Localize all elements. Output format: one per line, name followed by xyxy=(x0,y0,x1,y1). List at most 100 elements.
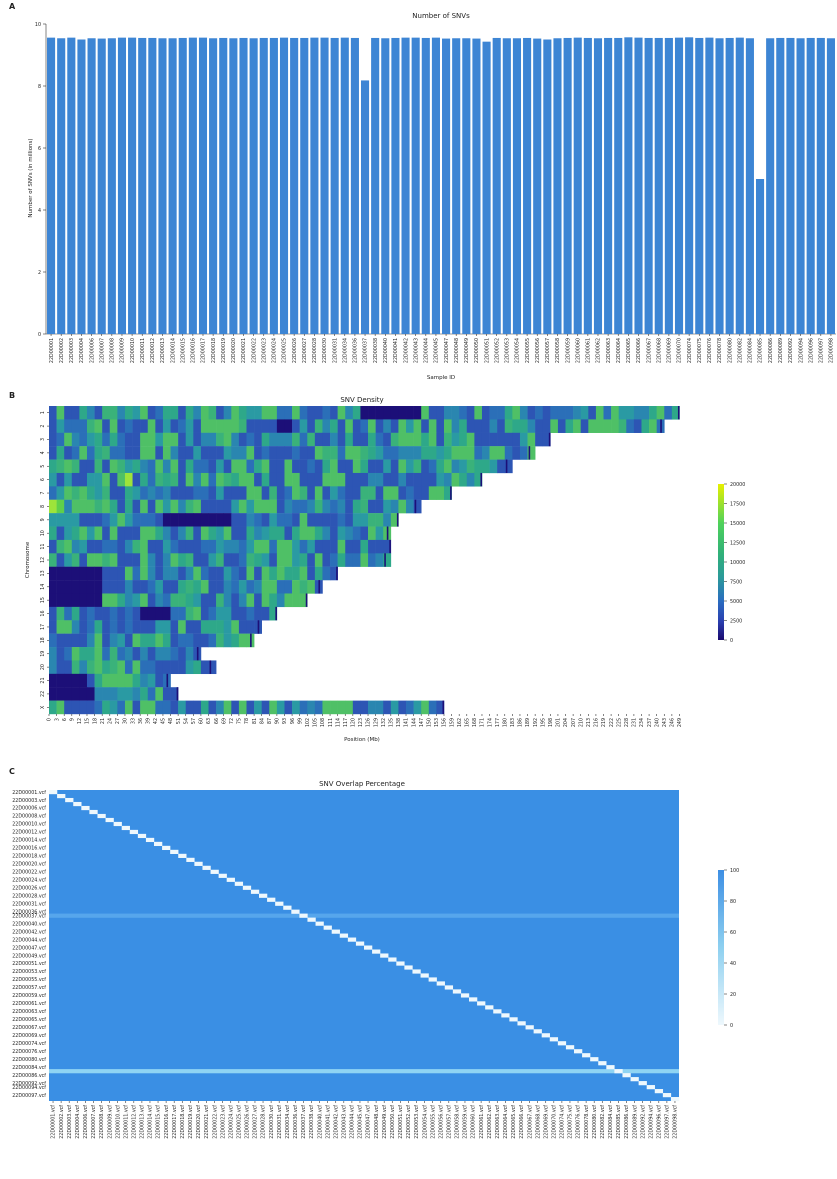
density-cell xyxy=(162,700,171,715)
x-tick-label: 129 xyxy=(373,718,379,727)
density-cell xyxy=(299,406,308,420)
density-cell xyxy=(299,700,308,715)
density-cell xyxy=(580,406,589,420)
density-cell xyxy=(124,593,133,608)
density-cell xyxy=(102,459,111,474)
density-cell xyxy=(276,566,285,581)
density-cell xyxy=(360,700,369,715)
density-cell xyxy=(124,406,133,420)
col-label: 22D00098.vcf xyxy=(673,1105,679,1139)
col-label: 22D00010.vcf xyxy=(115,1105,121,1139)
density-row-end xyxy=(548,432,551,447)
density-cell xyxy=(56,633,65,648)
density-cell xyxy=(140,553,149,567)
density-cell xyxy=(360,446,369,460)
density-cell xyxy=(216,526,225,541)
density-cell xyxy=(193,700,202,715)
density-cell xyxy=(162,406,171,420)
density-cell xyxy=(223,513,232,527)
density-cell xyxy=(307,472,316,487)
density-cell xyxy=(254,499,262,514)
density-cell xyxy=(155,606,164,621)
overlap-diagonal-cell xyxy=(509,1017,518,1022)
density-cell xyxy=(406,486,414,500)
chromosome-label: 5 xyxy=(40,465,46,468)
density-cell xyxy=(459,446,468,460)
density-cell xyxy=(223,566,232,581)
col-label: 22D00027.vcf xyxy=(253,1105,259,1139)
overlap-diagonal-cell xyxy=(307,917,316,922)
density-cell xyxy=(200,580,209,594)
bar-22D00070 xyxy=(674,37,684,334)
density-cell xyxy=(117,673,126,688)
density-cell xyxy=(86,687,95,701)
density-cell xyxy=(216,472,225,487)
density-cell xyxy=(109,660,118,675)
density-cell xyxy=(147,499,156,514)
density-cell xyxy=(71,499,80,514)
density-cell xyxy=(504,419,513,433)
density-cell xyxy=(71,526,80,541)
density-cell xyxy=(246,406,255,420)
density-cell xyxy=(193,580,202,594)
density-cell xyxy=(443,446,452,460)
density-cell xyxy=(383,499,392,514)
density-cell xyxy=(56,419,65,433)
density-cell xyxy=(124,472,133,487)
density-cell xyxy=(117,513,126,527)
density-cell xyxy=(451,406,460,420)
density-cell xyxy=(618,419,627,433)
density-cell xyxy=(117,620,126,634)
col-label: 22D00068.vcf xyxy=(535,1105,541,1139)
density-cell xyxy=(413,486,422,500)
density-cell xyxy=(94,472,103,487)
overlap-diagonal-cell xyxy=(614,1069,623,1074)
col-label: 22D00021.vcf xyxy=(204,1105,210,1139)
density-row-end xyxy=(442,700,445,714)
density-cell xyxy=(276,459,285,474)
x-tick-label: 22D00065 xyxy=(626,338,632,363)
density-cell xyxy=(109,687,118,701)
density-cell xyxy=(147,472,156,487)
density-cell xyxy=(178,486,187,500)
density-cell xyxy=(398,700,407,715)
density-cell xyxy=(49,660,57,675)
density-cell xyxy=(86,606,95,621)
density-cell xyxy=(185,486,194,500)
col-label: 22D00086.vcf xyxy=(624,1105,630,1139)
bar-22D00018 xyxy=(209,38,218,334)
density-cell xyxy=(307,700,316,715)
col-label: 22D00048.vcf xyxy=(374,1105,380,1139)
density-cell xyxy=(322,513,331,527)
density-cell xyxy=(337,513,346,527)
bar-22D00048 xyxy=(452,38,461,334)
density-cell xyxy=(292,486,300,500)
overlap-colorbar xyxy=(718,870,724,1025)
x-tick-label: 57 xyxy=(191,718,197,724)
density-cell xyxy=(368,526,376,541)
col-label: 22D00022.vcf xyxy=(212,1105,218,1139)
bar-22D00009 xyxy=(117,37,127,334)
density-cell xyxy=(71,472,80,487)
density-cell xyxy=(626,406,635,420)
row-label: 22D00040.vcf xyxy=(12,921,46,927)
density-cell xyxy=(345,700,354,715)
density-cell xyxy=(155,459,164,474)
panel-label-a: A xyxy=(9,2,16,11)
x-tick-label: 22D00068 xyxy=(656,338,662,363)
density-cell xyxy=(162,446,171,460)
row-label: 22D00084.vcf xyxy=(12,1065,46,1071)
overlap-diagonal-cell xyxy=(299,913,308,918)
density-cell xyxy=(147,446,156,460)
density-cell xyxy=(322,459,331,474)
col-label: 22D00067.vcf xyxy=(527,1105,533,1139)
density-cell xyxy=(162,419,171,433)
density-cell xyxy=(497,459,506,474)
density-cell xyxy=(292,553,300,567)
density-cell xyxy=(132,593,141,608)
density-cell xyxy=(466,459,475,474)
x-tick-label: 90 xyxy=(275,718,281,724)
density-cell xyxy=(102,486,111,500)
density-cell xyxy=(109,566,118,581)
